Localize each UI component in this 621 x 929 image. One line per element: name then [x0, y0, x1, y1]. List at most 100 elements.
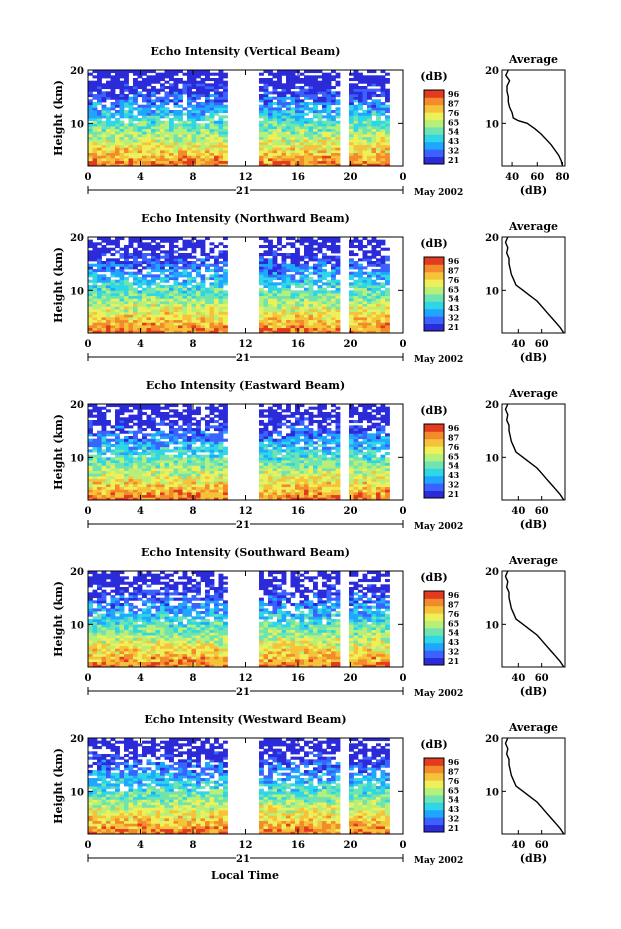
heatmap-cell: [308, 160, 314, 164]
heatmap-cell: [169, 422, 174, 426]
heatmap-cell: [286, 266, 291, 270]
heatmap-cell: [322, 83, 327, 87]
heatmap-cell: [173, 245, 179, 249]
heatmap-cell: [160, 112, 165, 116]
heatmap-cell: [155, 298, 161, 302]
heatmap-cell: [178, 139, 183, 143]
heatmap-cell: [151, 247, 156, 251]
heatmap-cell: [209, 269, 215, 273]
heatmap-cell: [128, 311, 134, 315]
heatmap-cell: [362, 293, 368, 297]
heatmap-cell: [281, 274, 287, 278]
heatmap-cell: [385, 317, 390, 321]
heatmap-cell: [214, 104, 219, 108]
heatmap-cell: [200, 476, 206, 480]
heatmap-cell: [205, 99, 210, 103]
heatmap-cell: [313, 80, 318, 84]
heatmap-cell: [335, 250, 341, 254]
heatmap-cell: [259, 454, 264, 458]
heatmap-cell: [196, 306, 201, 310]
heatmap-cell: [88, 301, 93, 305]
heatmap-cell: [155, 123, 161, 127]
heatmap-cell: [160, 115, 165, 119]
heatmap-cell: [182, 147, 188, 151]
heatmap-cell: [164, 112, 170, 116]
x-tick-label: 8: [190, 172, 197, 183]
heatmap-cell: [110, 80, 116, 84]
heatmap-cell: [137, 261, 143, 265]
heatmap-cell: [358, 311, 363, 315]
heatmap-cell: [205, 110, 210, 114]
heatmap-cell: [209, 322, 215, 326]
heatmap-cell: [380, 269, 386, 273]
heatmap-cell: [380, 155, 386, 159]
heatmap-cell: [128, 489, 134, 493]
heatmap-cell: [137, 473, 143, 477]
heatmap-cell: [281, 438, 287, 442]
heatmap-cell: [133, 70, 138, 74]
heatmap-cell: [128, 253, 134, 257]
heatmap-cell: [205, 123, 210, 127]
heatmap-cell: [187, 80, 192, 84]
heatmap-cell: [331, 258, 336, 262]
heatmap-cell: [371, 139, 377, 143]
heatmap-cell: [137, 136, 143, 140]
heatmap-cell: [119, 277, 125, 281]
heatmap-cell: [187, 102, 192, 106]
heatmap-cell: [182, 309, 188, 313]
heatmap-cell: [349, 314, 354, 318]
heatmap-cell: [380, 152, 386, 156]
heatmap-cell: [259, 484, 264, 488]
heatmap-cell: [115, 237, 120, 241]
heatmap-cell: [115, 295, 120, 299]
heatmap-cell: [128, 425, 134, 429]
heatmap-cell: [371, 295, 377, 299]
heatmap-cell: [128, 497, 134, 501]
heatmap-cell: [205, 476, 210, 480]
heatmap-cell: [218, 83, 224, 87]
heatmap-cell: [353, 237, 359, 241]
heatmap-cell: [106, 269, 111, 273]
average-profile-line: [504, 236, 565, 334]
heatmap-cell: [155, 96, 161, 100]
heatmap-cell: [286, 325, 291, 329]
heatmap-cell: [101, 295, 107, 299]
heatmap-cell: [335, 290, 341, 294]
heatmap-cell: [101, 120, 107, 124]
heatmap-cell: [281, 449, 287, 453]
heatmap-cell: [286, 134, 291, 138]
heatmap-cell: [200, 325, 206, 329]
heatmap-cell: [268, 104, 273, 108]
heatmap-cell: [259, 449, 264, 453]
heatmap-cell: [349, 322, 354, 326]
heatmap-cell: [101, 72, 107, 76]
heatmap-cell: [196, 142, 201, 146]
heatmap-cell: [263, 91, 269, 95]
heatmap-cell: [119, 83, 125, 87]
heatmap-cell: [331, 247, 336, 251]
heatmap-cell: [92, 290, 98, 294]
heatmap-cell: [304, 325, 309, 329]
heatmap-cell: [196, 438, 201, 442]
heatmap-cell: [133, 239, 138, 243]
heatmap-cell: [173, 104, 179, 108]
heatmap-cell: [272, 152, 278, 156]
heatmap-cell: [92, 282, 98, 286]
heatmap-cell: [160, 295, 165, 299]
heatmap-cell: [263, 253, 269, 257]
heatmap-cell: [169, 237, 174, 241]
heatmap-cell: [142, 446, 147, 450]
heatmap-cell: [299, 110, 305, 114]
heatmap-cell: [160, 134, 165, 138]
heatmap-cell: [290, 91, 296, 95]
heatmap-cell: [128, 237, 134, 241]
heatmap-cell: [326, 255, 332, 259]
heatmap-cell: [97, 298, 102, 302]
heatmap-cell: [223, 75, 228, 79]
heatmap-cell: [133, 295, 138, 299]
heatmap-cell: [146, 107, 152, 111]
heatmap-cell: [259, 150, 264, 154]
heatmap-cell: [259, 309, 264, 313]
heatmap-cell: [110, 120, 116, 124]
heatmap-cell: [92, 110, 98, 114]
